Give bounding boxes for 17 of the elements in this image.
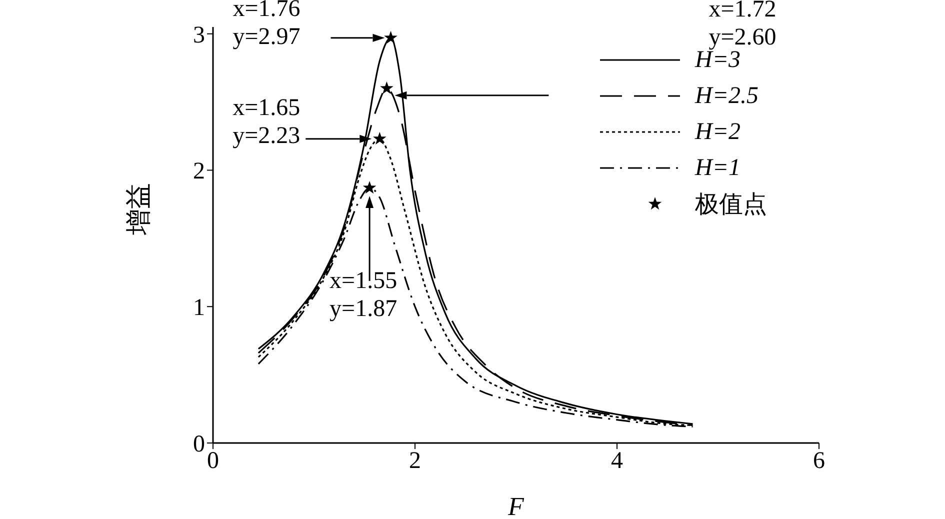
y-tick-label: 1: [193, 295, 205, 322]
annotation: x=1.72 y=2.60: [708, 0, 776, 50]
y-axis-title: 增益: [124, 183, 154, 236]
y-tick-label: 2: [193, 158, 205, 185]
annotation: x=1.76 y=2.97: [232, 0, 300, 50]
legend-label: H=1: [695, 154, 741, 182]
legend-label: 极值点: [695, 191, 767, 220]
y-tick-label: 0: [193, 432, 205, 458]
x-tick-label: 6: [813, 448, 825, 474]
y-tick-label: 3: [193, 22, 205, 48]
x-tick-label: 2: [409, 448, 421, 474]
annotation: x=1.65 y=2.23: [232, 94, 300, 149]
x-axis-title: F: [507, 492, 526, 519]
legend-label: H=2.5: [695, 82, 759, 110]
annotation: x=1.55 y=1.87: [330, 268, 398, 322]
legend-label: H=2: [695, 118, 741, 146]
x-tick-label: 4: [611, 448, 623, 474]
